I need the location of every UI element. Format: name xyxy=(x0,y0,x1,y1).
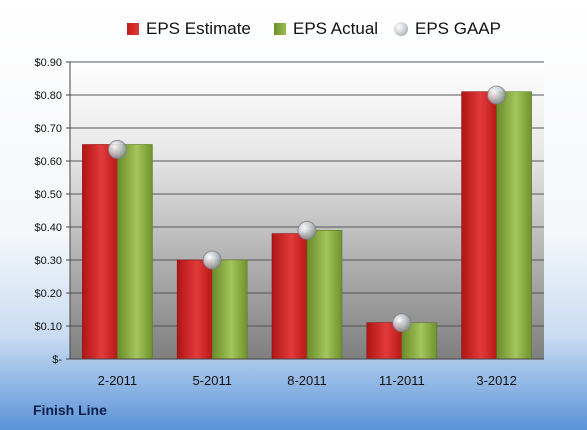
x-axis: 2-2011 5-2011 8-2011 11-2011 3-2012 xyxy=(70,358,544,388)
eps-gaap-marker xyxy=(392,313,412,333)
legend: EPS Estimate EPS Actual EPS GAAP xyxy=(0,18,587,40)
bar-eps-actual xyxy=(117,144,153,360)
legend-swatch-actual xyxy=(274,23,286,35)
bar-eps-estimate xyxy=(82,144,118,360)
legend-item-estimate: EPS Estimate xyxy=(127,18,251,40)
gaap-markers xyxy=(108,85,507,333)
eps-gaap-marker xyxy=(202,250,222,270)
legend-label-gaap: EPS GAAP xyxy=(415,19,501,38)
y-axis: $- $0.10 $0.20 $0.30 $0.40 $0.50 $0.60 $0.70 $0.… xyxy=(34,57,71,366)
bar-eps-actual xyxy=(306,230,343,360)
bars xyxy=(82,91,532,360)
y-tick-label: $0.10 xyxy=(34,321,62,333)
x-tick-label: 11-2011 xyxy=(379,373,425,388)
eps-gaap-marker xyxy=(108,140,127,159)
legend-label-actual: EPS Actual xyxy=(293,19,379,38)
x-tick-label: 8-2011 xyxy=(287,373,327,388)
bar-eps-actual xyxy=(496,91,532,360)
legend-item-gaap: EPS GAAP xyxy=(394,18,501,40)
y-tick-label: $0.50 xyxy=(34,189,62,201)
sphere-icon xyxy=(394,22,408,36)
y-tick-label: $0.40 xyxy=(34,222,62,234)
x-tick-label: 2-2011 xyxy=(98,373,138,388)
company-name: Finish Line xyxy=(33,402,107,418)
bar-eps-estimate xyxy=(176,259,213,360)
y-tick-label: $- xyxy=(52,354,62,366)
y-tick-label: $0.60 xyxy=(34,156,62,168)
y-tick-label: $0.20 xyxy=(34,288,62,300)
legend-swatch-estimate xyxy=(127,23,139,35)
y-tick-label: $0.80 xyxy=(34,90,62,102)
bar-eps-actual xyxy=(211,259,248,360)
x-tick-label: 3-2012 xyxy=(476,373,516,388)
y-tick-label: $0.30 xyxy=(34,255,62,267)
legend-item-actual: EPS Actual xyxy=(274,18,378,40)
eps-gaap-marker xyxy=(297,220,317,240)
x-tick-label: 5-2011 xyxy=(192,373,232,388)
bar-eps-estimate xyxy=(461,91,497,360)
y-tick-label: $0.90 xyxy=(34,57,62,69)
y-tick-label: $0.70 xyxy=(34,123,62,135)
bar-eps-estimate xyxy=(271,233,308,360)
eps-gaap-marker xyxy=(487,85,507,105)
legend-label-estimate: EPS Estimate xyxy=(146,19,251,38)
